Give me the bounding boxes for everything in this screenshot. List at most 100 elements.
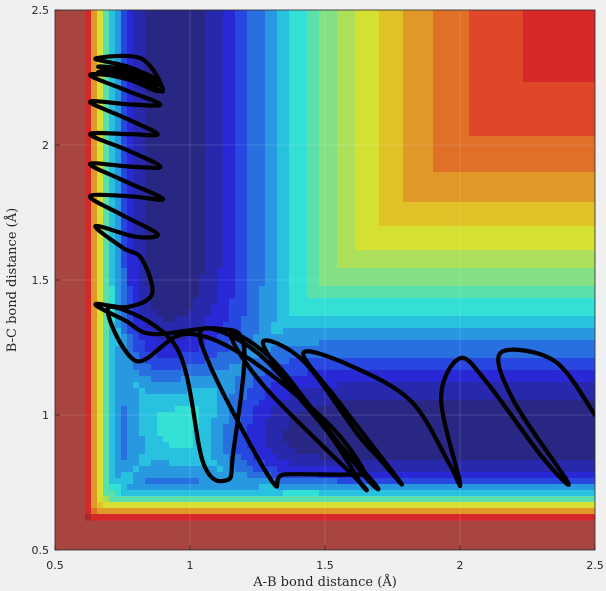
- surface-cell: [193, 304, 200, 311]
- surface-cell: [121, 220, 128, 227]
- surface-cell: [355, 496, 362, 503]
- surface-cell: [211, 40, 218, 47]
- surface-cell: [199, 88, 206, 95]
- surface-cell: [163, 172, 170, 179]
- surface-cell: [217, 100, 224, 107]
- surface-cell: [127, 334, 134, 341]
- surface-cell: [175, 382, 182, 389]
- surface-cell: [235, 100, 242, 107]
- surface-cell: [187, 496, 194, 503]
- surface-cell: [283, 64, 290, 71]
- surface-cell: [175, 88, 182, 95]
- surface-cell: [331, 508, 338, 515]
- surface-cell: [379, 496, 386, 503]
- surface-cell: [415, 358, 422, 365]
- surface-cell: [85, 340, 92, 347]
- surface-cell: [355, 64, 362, 71]
- surface-cell: [247, 418, 254, 425]
- surface-cell: [151, 460, 158, 467]
- surface-cell: [277, 16, 284, 23]
- surface-cell: [187, 304, 194, 311]
- surface-cell: [301, 100, 308, 107]
- surface-cell: [349, 238, 356, 245]
- surface-cell: [211, 424, 218, 431]
- surface-cell: [319, 238, 326, 245]
- surface-cell: [391, 448, 398, 455]
- surface-cell: [97, 448, 104, 455]
- surface-cell: [91, 106, 98, 113]
- surface-cell: [271, 232, 278, 239]
- surface-cell: [427, 274, 434, 281]
- surface-cell: [145, 10, 152, 17]
- surface-cell: [403, 382, 410, 389]
- surface-cell: [121, 106, 128, 113]
- surface-cell: [331, 10, 338, 17]
- surface-cell: [193, 496, 200, 503]
- surface-cell: [427, 436, 434, 443]
- surface-cell: [301, 508, 308, 515]
- surface-cell: [211, 106, 218, 113]
- surface-cell: [289, 34, 296, 41]
- surface-cell: [235, 238, 242, 245]
- surface-cell: [295, 178, 302, 185]
- surface-cell: [373, 130, 380, 137]
- surface-cell: [343, 292, 350, 299]
- surface-cell: [409, 274, 416, 281]
- surface-cell: [361, 394, 368, 401]
- surface-cell: [223, 292, 230, 299]
- surface-cell: [127, 508, 134, 515]
- surface-cell: [205, 148, 212, 155]
- surface-cell: [193, 472, 200, 479]
- surface-cell: [217, 322, 224, 329]
- surface-cell: [301, 124, 308, 131]
- surface-cell: [265, 274, 272, 281]
- surface-cell: [265, 436, 272, 443]
- surface-cell: [91, 502, 98, 509]
- surface-cell: [223, 484, 230, 491]
- surface-cell: [223, 184, 230, 191]
- surface-cell: [307, 160, 314, 167]
- surface-cell: [181, 478, 188, 485]
- surface-cell: [421, 400, 428, 407]
- surface-cell: [271, 412, 278, 419]
- surface-cell: [91, 22, 98, 29]
- surface-cell: [331, 286, 338, 293]
- surface-cell: [409, 364, 416, 371]
- surface-cell: [133, 238, 140, 245]
- surface-cell: [283, 358, 290, 365]
- surface-cell: [163, 184, 170, 191]
- surface-cell: [421, 514, 428, 521]
- surface-cell: [193, 346, 200, 353]
- surface-cell: [367, 508, 374, 515]
- surface-cell: [91, 16, 98, 23]
- surface-cell: [265, 400, 272, 407]
- surface-cell: [259, 148, 266, 155]
- surface-cell: [181, 172, 188, 179]
- surface-cell: [409, 514, 416, 521]
- surface-cell: [247, 28, 254, 35]
- surface-cell: [343, 496, 350, 503]
- surface-cell: [433, 184, 440, 191]
- surface-cell: [289, 418, 296, 425]
- surface-cell: [115, 244, 122, 251]
- surface-cell: [103, 388, 110, 395]
- surface-cell: [181, 448, 188, 455]
- surface-cell: [91, 448, 98, 455]
- surface-cell: [127, 28, 134, 35]
- surface-cell: [283, 148, 290, 155]
- surface-cell: [283, 202, 290, 209]
- surface-cell: [391, 244, 398, 251]
- surface-cell: [379, 268, 386, 275]
- surface-cell: [313, 334, 320, 341]
- surface-cell: [307, 28, 314, 35]
- surface-cell: [331, 352, 338, 359]
- surface-cell: [241, 460, 248, 467]
- surface-cell: [253, 460, 260, 467]
- surface-cell: [313, 244, 320, 251]
- surface-cell: [289, 64, 296, 71]
- surface-cell: [367, 322, 374, 329]
- surface-cell: [145, 118, 152, 125]
- surface-cell: [391, 364, 398, 371]
- surface-cell: [247, 388, 254, 395]
- surface-cell: [331, 496, 338, 503]
